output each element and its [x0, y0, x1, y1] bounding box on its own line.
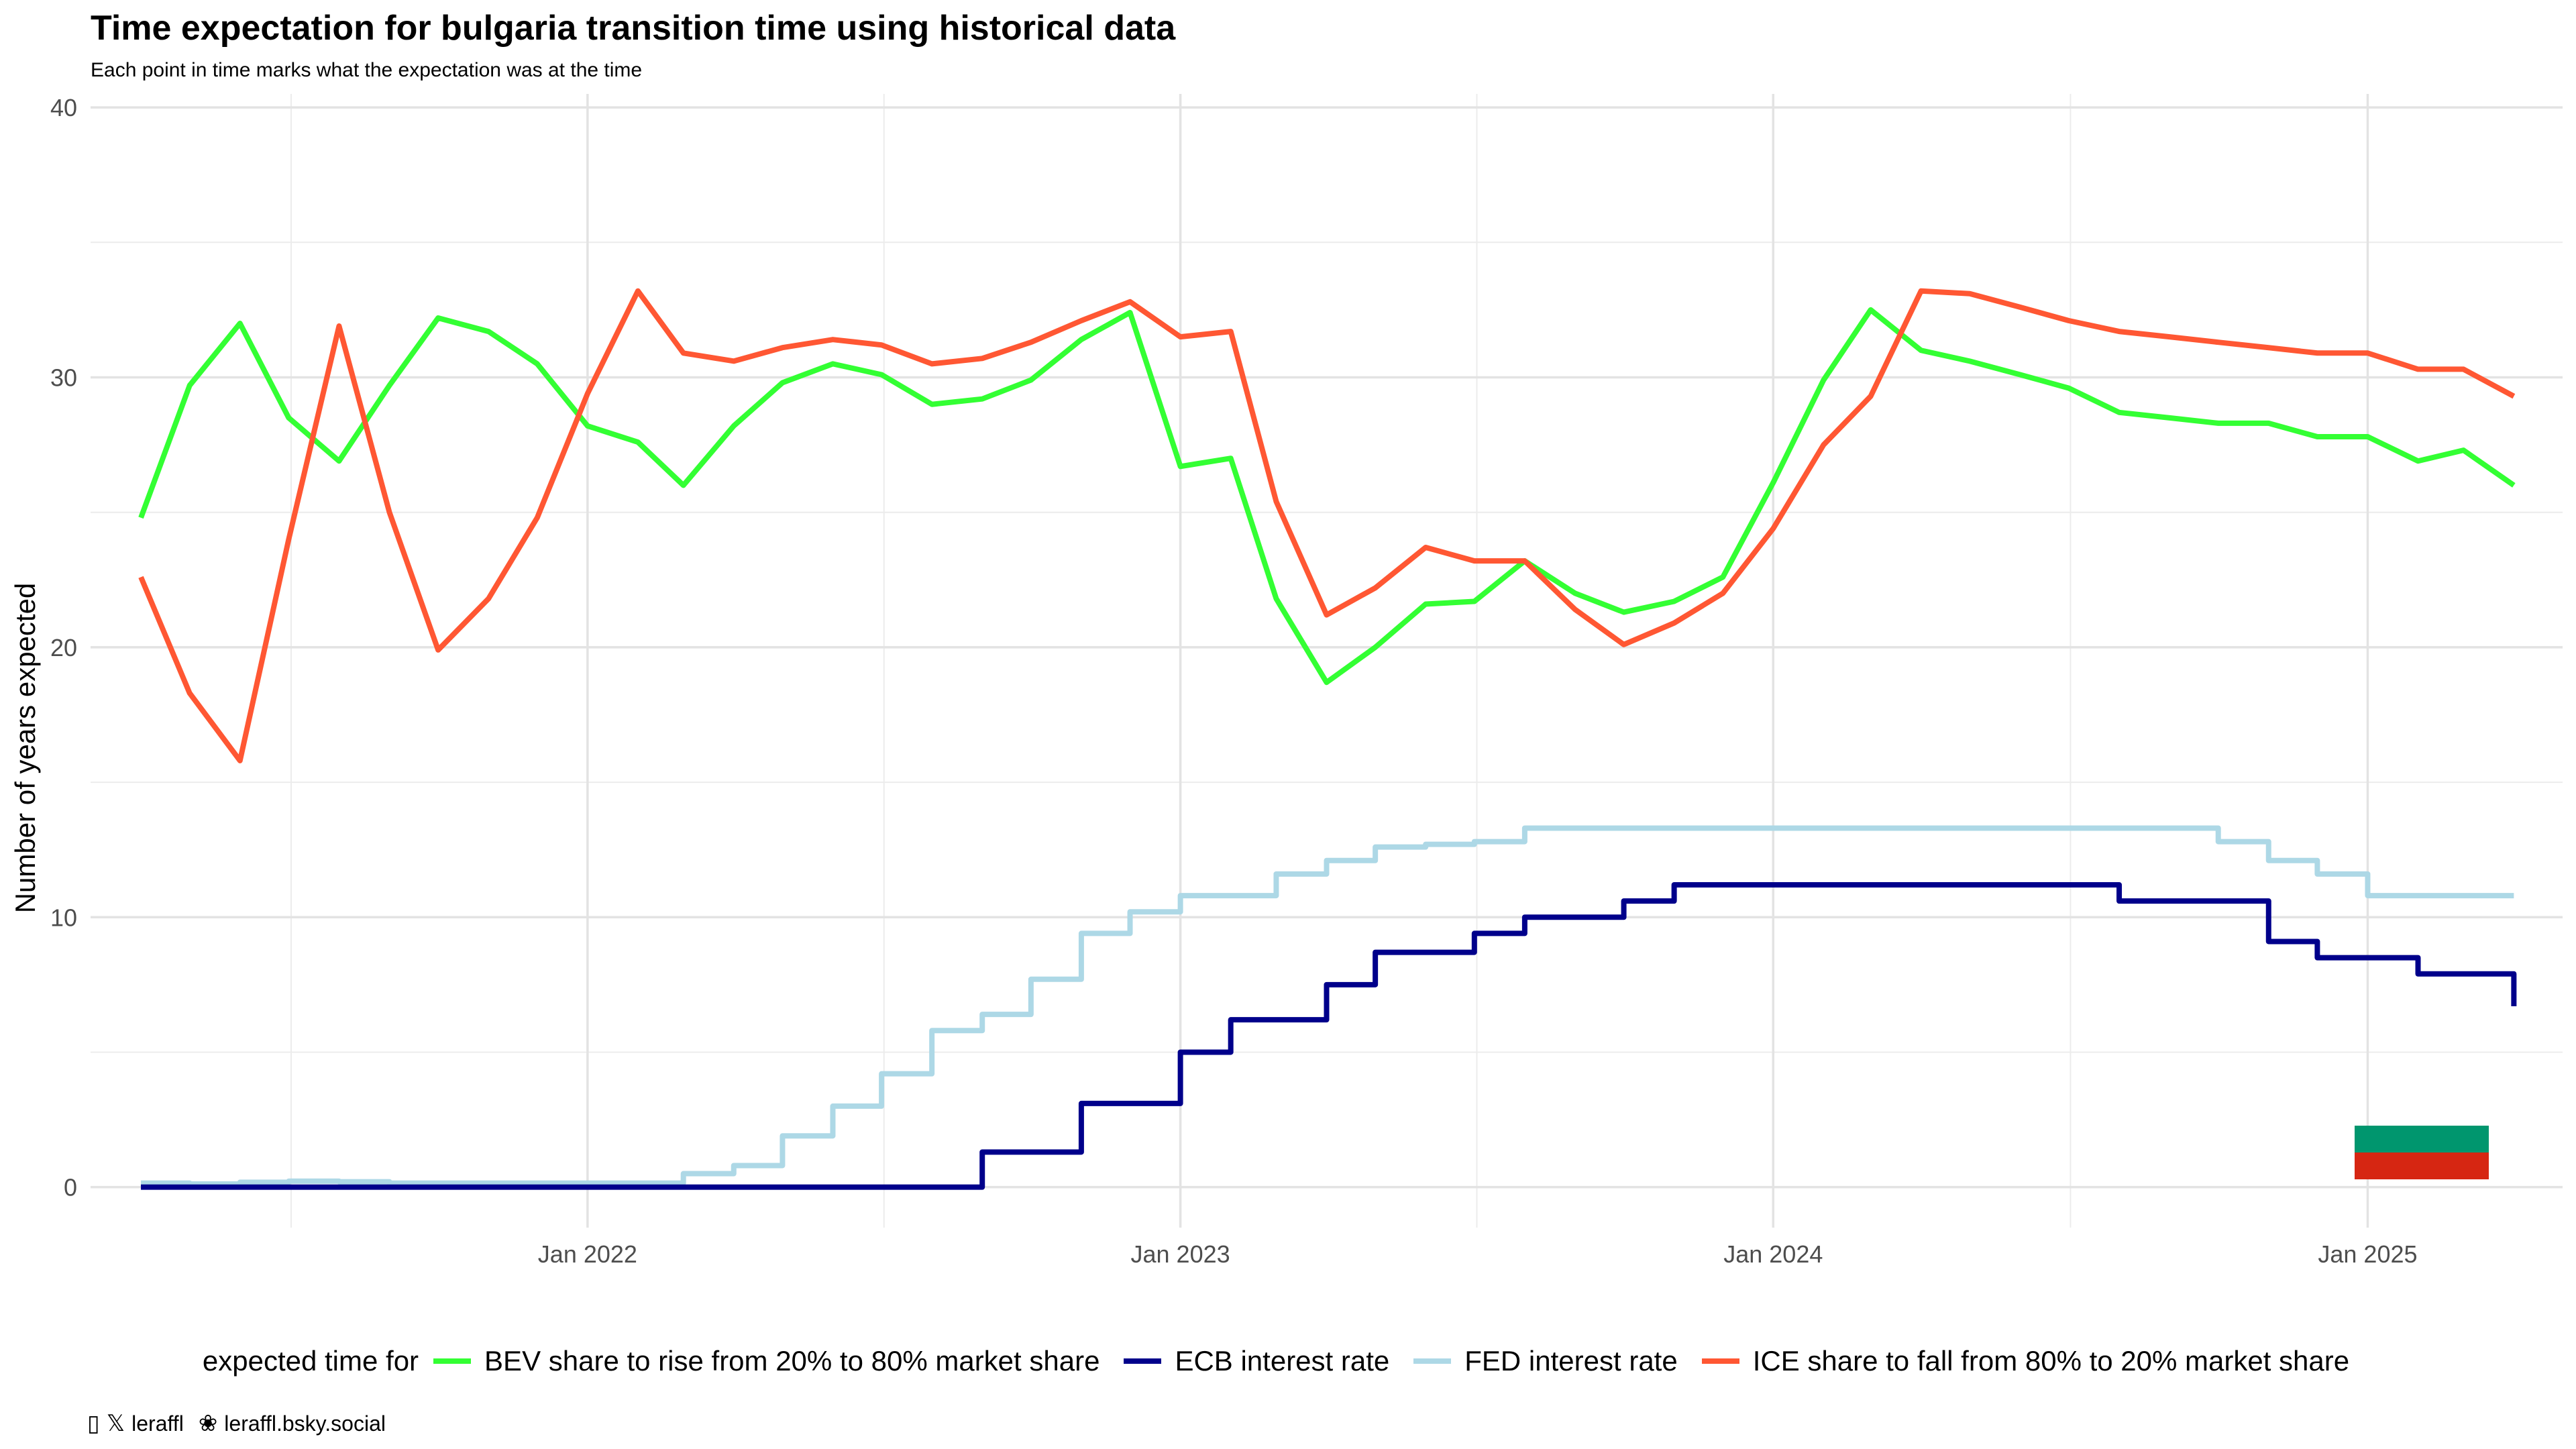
series-line	[141, 881, 2517, 1190]
legend-item: ECB interest rate	[1124, 1345, 1389, 1377]
x-tick-label: Jan 2024	[1723, 1240, 1823, 1268]
legend: expected time for BEV share to rise from…	[0, 1345, 2576, 1377]
legend-label: FED interest rate	[1464, 1345, 1678, 1377]
series-fed-interest-rate	[140, 825, 2514, 1187]
y-axis-title: Number of years expected	[9, 583, 41, 914]
legend-swatch	[433, 1358, 472, 1364]
flag-green-stripe	[2355, 1126, 2489, 1152]
x-tick-label: Jan 2022	[538, 1240, 637, 1268]
legend-label: BEV share to rise from 20% to 80% market…	[484, 1345, 1100, 1377]
series-layer	[138, 288, 2517, 1190]
x-axis-tick-labels: Jan 2022 Jan 2023 Jan 2024 Jan 2025	[538, 1240, 2418, 1268]
chart-title: Time expectation for bulgaria transition…	[91, 9, 1176, 48]
person-glyph-icon: ▯	[87, 1411, 100, 1436]
legend-label: ECB interest rate	[1175, 1345, 1390, 1377]
x-logo-icon: 𝕏	[106, 1411, 125, 1436]
legend-swatch	[1701, 1358, 1739, 1364]
y-tick-label: 0	[64, 1174, 77, 1201]
series-bev-share-to-rise-from-20-to-80-market-share	[138, 307, 2516, 686]
legend-title: expected time for	[202, 1345, 419, 1377]
x-tick-label: Jan 2025	[2318, 1240, 2417, 1268]
y-axis-tick-labels: 0 10 20 30 40	[50, 94, 77, 1201]
series-line	[138, 288, 2516, 763]
y-tick-label: 30	[50, 364, 77, 392]
butterfly-icon: ❀	[198, 1411, 218, 1436]
legend-swatch	[1124, 1358, 1162, 1364]
x-tick-label: Jan 2023	[1131, 1240, 1230, 1268]
credit-bsky: leraffl.bsky.social	[224, 1411, 386, 1436]
bulgaria-flag-icon	[2355, 1099, 2489, 1179]
series-line	[138, 307, 2516, 686]
series-ecb-interest-rate	[140, 881, 2517, 1190]
legend-item: ICE share to fall from 80% to 20% market…	[1701, 1345, 2350, 1377]
legend-label: ICE share to fall from 80% to 20% market…	[1752, 1345, 2350, 1377]
series-ice-share-to-fall-from-80-to-20-market-share	[138, 288, 2516, 763]
legend-swatch	[1413, 1358, 1452, 1364]
grid-lines	[91, 94, 2563, 1228]
chart-subtitle: Each point in time marks what the expect…	[91, 59, 643, 81]
flag-red-stripe	[2355, 1152, 2489, 1179]
y-tick-label: 10	[50, 904, 77, 931]
y-tick-label: 40	[50, 94, 77, 121]
legend-item: BEV share to rise from 20% to 80% market…	[433, 1345, 1099, 1377]
credit-handle: leraffl	[131, 1411, 184, 1436]
legend-item: FED interest rate	[1413, 1345, 1678, 1377]
credits: ▯ 𝕏 leraffl ❀ leraffl.bsky.social	[87, 1410, 386, 1437]
y-tick-label: 20	[50, 634, 77, 661]
